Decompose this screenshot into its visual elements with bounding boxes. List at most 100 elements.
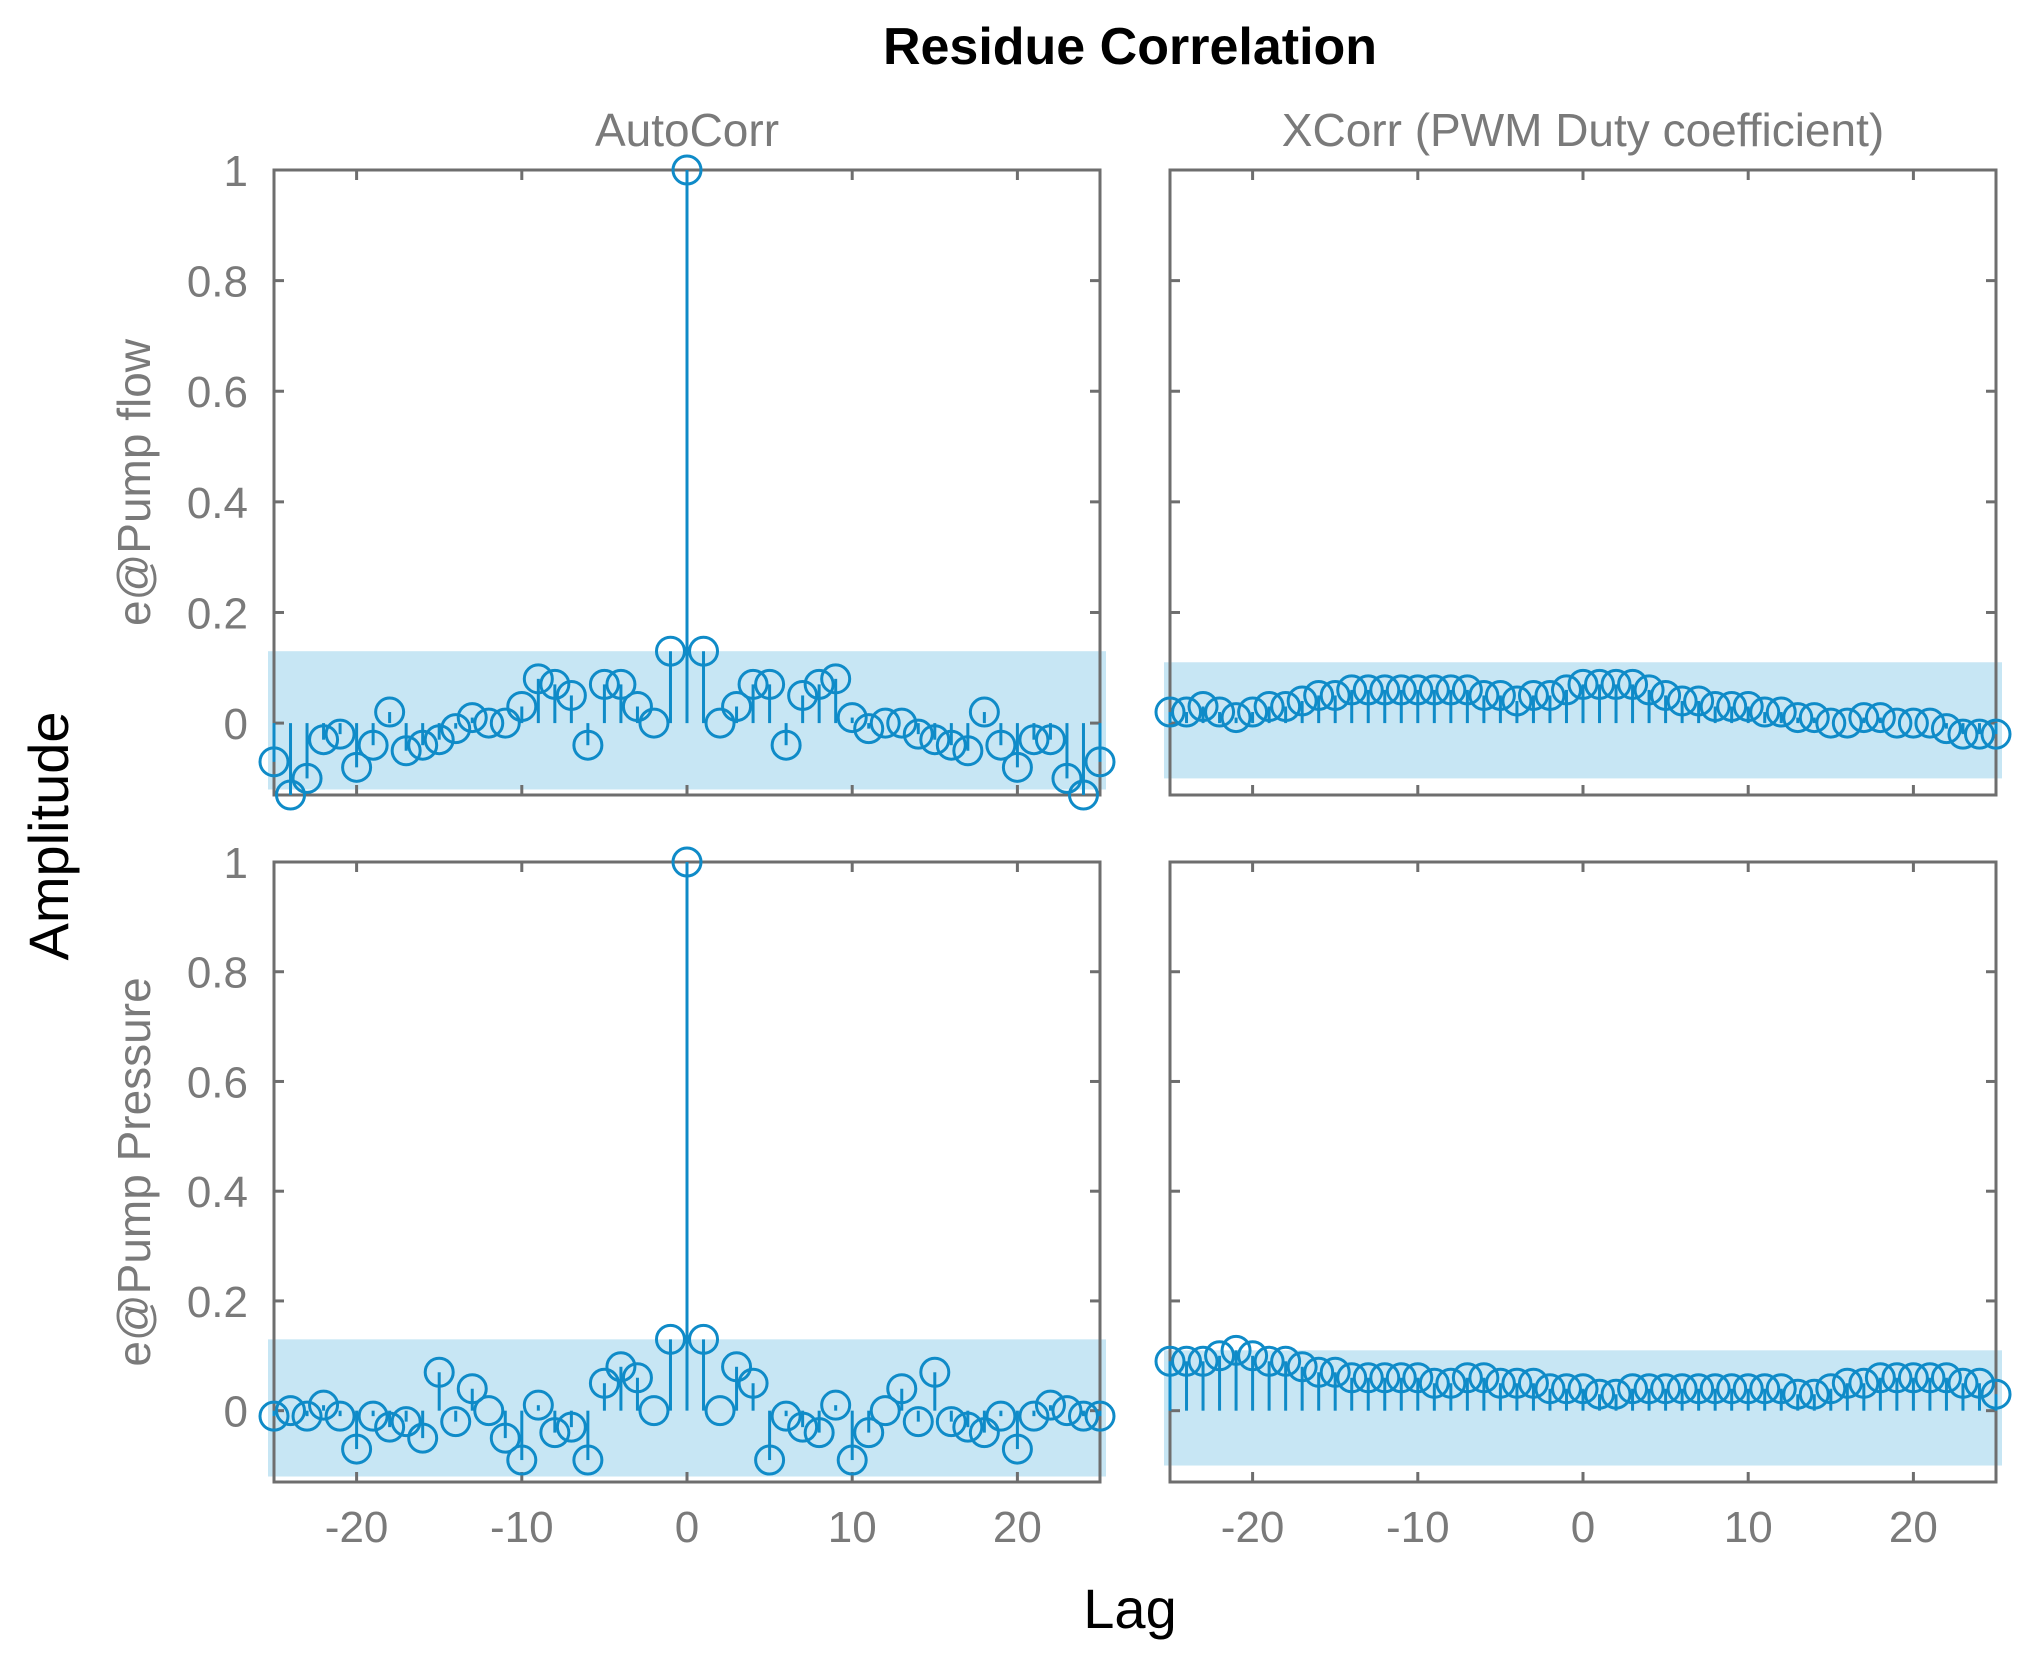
stem-marker: [1881, 1362, 1913, 1394]
stem-marker: [1963, 1367, 1995, 1399]
stem-marker: [1633, 674, 1665, 706]
stem-marker: [1435, 674, 1467, 706]
stem-marker: [1980, 718, 2012, 750]
stem-marker: [869, 1395, 901, 1427]
stem-marker: [390, 735, 422, 767]
stem-marker: [1484, 679, 1516, 711]
stem-marker: [1369, 674, 1401, 706]
stem-marker: [1914, 707, 1946, 739]
stem-marker: [539, 668, 571, 700]
stem-marker: [1385, 674, 1417, 706]
stem-marker: [688, 635, 720, 667]
stem-marker: [1897, 707, 1929, 739]
stem-marker: [572, 729, 604, 761]
stem-marker: [869, 707, 901, 739]
stem-marker: [1220, 1334, 1252, 1366]
stem-marker: [1864, 702, 1896, 734]
stem-marker: [770, 729, 802, 761]
stem-marker: [1897, 1362, 1929, 1394]
stem-marker: [1716, 1373, 1748, 1405]
stem-marker: [902, 718, 934, 750]
subplot-grid: AutoCorr 0 0.2 0.4 0.6 0.8 1 e@Pump flow XCorr (…: [108, 104, 2012, 1552]
stem-marker: [407, 1422, 439, 1454]
stem-marker: [1534, 1373, 1566, 1405]
stem-marker: [1154, 696, 1186, 728]
stem-marker: [654, 635, 686, 667]
y-tick-label: 0.6: [187, 1058, 248, 1107]
stem-marker: [1947, 1367, 1979, 1399]
stem-marker: [952, 735, 984, 767]
stem-marker: [787, 1411, 819, 1443]
stem-marker: [390, 1406, 422, 1438]
y-tick-label: 0.4: [187, 479, 248, 528]
stem-marker: [1204, 1340, 1236, 1372]
x-tick-label: -20: [1221, 1503, 1285, 1552]
stem-marker: [1067, 1400, 1099, 1432]
stem-marker: [1187, 1345, 1219, 1377]
stem-marker: [1831, 707, 1863, 739]
stem-marker: [1699, 691, 1731, 723]
stem-marker: [1584, 668, 1616, 700]
x-tick-label: 20: [993, 1503, 1042, 1552]
stem-marker: [258, 746, 290, 778]
stem-marker: [423, 1356, 455, 1388]
stem-marker: [357, 1400, 389, 1432]
stem-marker: [638, 707, 670, 739]
stem-marker: [1237, 1340, 1269, 1372]
stem-marker: [968, 1417, 1000, 1449]
stem-marker: [1369, 1362, 1401, 1394]
stem-marker: [1468, 679, 1500, 711]
stem-marker: [1782, 1378, 1814, 1410]
stem-marker: [1617, 668, 1649, 700]
stem-marker: [1666, 1373, 1698, 1405]
stem-marker: [1303, 1356, 1335, 1388]
stem-marker: [1402, 674, 1434, 706]
x-tick-label: 20: [1889, 1503, 1938, 1552]
stem-marker: [1237, 696, 1269, 728]
figure-title: Residue Correlation: [883, 18, 1377, 76]
stem-marker: [506, 1444, 538, 1476]
stem-marker: [1584, 1378, 1616, 1410]
stem-marker: [1484, 1367, 1516, 1399]
x-tick-label: -10: [490, 1503, 554, 1552]
stem-marker: [489, 1422, 521, 1454]
stem-marker: [605, 668, 637, 700]
stem-marker: [1034, 1389, 1066, 1421]
stem-marker: [1051, 762, 1083, 794]
stem-marker: [1319, 679, 1351, 711]
stem-marker: [423, 724, 455, 756]
stem-marker: [1451, 674, 1483, 706]
y-tick-label: 0.8: [187, 258, 248, 307]
stem-marker: [1798, 702, 1830, 734]
stem-marker: [1286, 685, 1318, 717]
subplot-r0c0: AutoCorr 0 0.2 0.4 0.6 0.8 1 e@Pump flow: [108, 104, 1116, 811]
stem-marker: [1286, 1351, 1318, 1383]
stem-marker: [1650, 679, 1682, 711]
stem-marker: [688, 1323, 720, 1355]
x-tick-label: -10: [1386, 1503, 1450, 1552]
stem-marker: [1352, 674, 1384, 706]
stem-marker: [440, 713, 472, 745]
stem-marker: [291, 1400, 323, 1432]
stem-marker: [1468, 1362, 1500, 1394]
y-tick-label: 0.6: [187, 368, 248, 417]
stem-marker: [886, 707, 918, 739]
stem-marker: [1914, 1362, 1946, 1394]
stem-marker: [1418, 1367, 1450, 1399]
stem-marker: [1001, 1433, 1033, 1465]
stem-marker: [440, 1406, 472, 1438]
x-tick-label: 0: [1571, 1503, 1595, 1552]
stem-marker: [1501, 685, 1533, 717]
stem-marker: [1848, 702, 1880, 734]
stem-marker: [853, 713, 885, 745]
stem-marker: [1600, 668, 1632, 700]
stem-marker: [275, 779, 307, 811]
stem-marker: [1171, 696, 1203, 728]
stem-marker: [1204, 696, 1236, 728]
stem-marker: [1084, 746, 1116, 778]
stem-marker: [836, 702, 868, 734]
stem-marker: [324, 1400, 356, 1432]
stem-marker: [985, 729, 1017, 761]
stem-marker: [1881, 707, 1913, 739]
